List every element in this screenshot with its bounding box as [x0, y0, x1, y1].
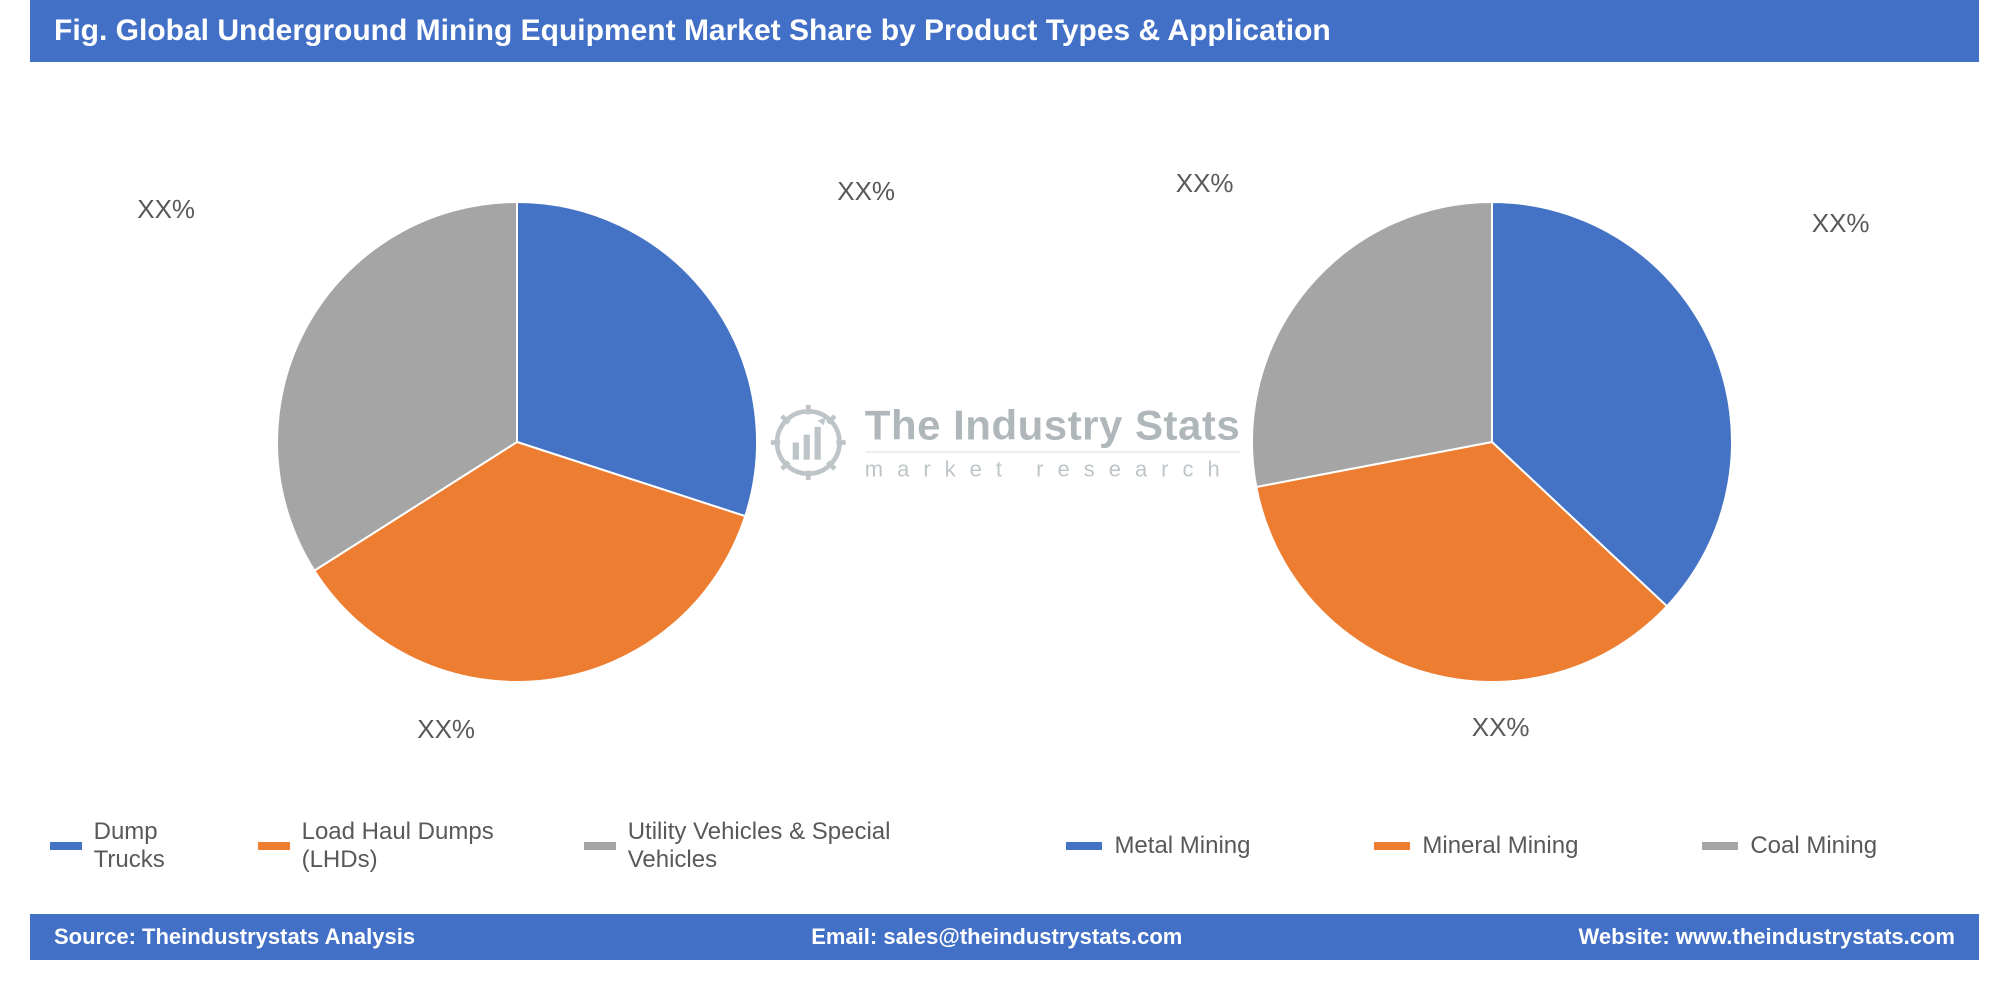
legend-swatch [1702, 842, 1738, 850]
legends-row: Dump Trucks Load Haul Dumps (LHDs) Utility… [30, 818, 1979, 874]
figure-title-bar: Fig. Global Underground Mining Equipment… [30, 0, 1979, 62]
legend-label: Metal Mining [1114, 832, 1250, 860]
legend-swatch [1066, 842, 1102, 850]
legend-product-types: Dump Trucks Load Haul Dumps (LHDs) Utility… [30, 818, 965, 874]
pie-slice [1252, 202, 1492, 487]
application-pie-wrap: XX%XX%XX% [1252, 202, 1732, 682]
application-pie [1252, 202, 1732, 682]
footer-source: Source: Theindustrystats Analysis [54, 924, 415, 950]
legend-label: Mineral Mining [1422, 832, 1578, 860]
footer-bar: Source: Theindustrystats Analysis Email:… [30, 914, 1979, 960]
pie-slice-label: XX% [1812, 208, 1870, 239]
pie-slice-label: XX% [837, 176, 895, 207]
legend-label: Load Haul Dumps (LHDs) [302, 818, 544, 874]
legend-swatch [258, 842, 290, 850]
charts-row: XX% XX% XX% XX% XX% XX% [30, 72, 1979, 812]
pie-slice-label: XX% [137, 194, 195, 225]
pie-slice-label: XX% [417, 714, 475, 745]
legend-item: Dump Trucks [50, 818, 218, 874]
legend-item: Coal Mining [1702, 832, 1877, 860]
footer-website: Website: www.theindustrystats.com [1578, 924, 1955, 950]
pie-slice-label: XX% [1472, 712, 1530, 743]
legend-application: Metal Mining Mineral Mining Coal Mining [965, 818, 1980, 874]
legend-label: Dump Trucks [94, 818, 218, 874]
legend-swatch [584, 842, 616, 850]
legend-label: Utility Vehicles & Special Vehicles [628, 818, 945, 874]
legend-item: Utility Vehicles & Special Vehicles [584, 818, 945, 874]
legend-item: Load Haul Dumps (LHDs) [258, 818, 544, 874]
legend-item: Mineral Mining [1374, 832, 1578, 860]
legend-item: Metal Mining [1066, 832, 1250, 860]
product-types-pie [277, 202, 757, 682]
figure-title: Fig. Global Underground Mining Equipment… [54, 14, 1331, 47]
legend-swatch [50, 842, 82, 850]
legend-label: Coal Mining [1750, 832, 1877, 860]
footer-email: Email: sales@theindustrystats.com [811, 924, 1182, 950]
pie-slice-label: XX% [1176, 168, 1234, 199]
application-chart-cell: XX% XX% XX% [1005, 72, 1980, 812]
product-types-chart-cell: XX% XX% XX% [30, 72, 1005, 812]
legend-swatch [1374, 842, 1410, 850]
product-types-pie-wrap: XX%XX%XX% [277, 202, 757, 682]
